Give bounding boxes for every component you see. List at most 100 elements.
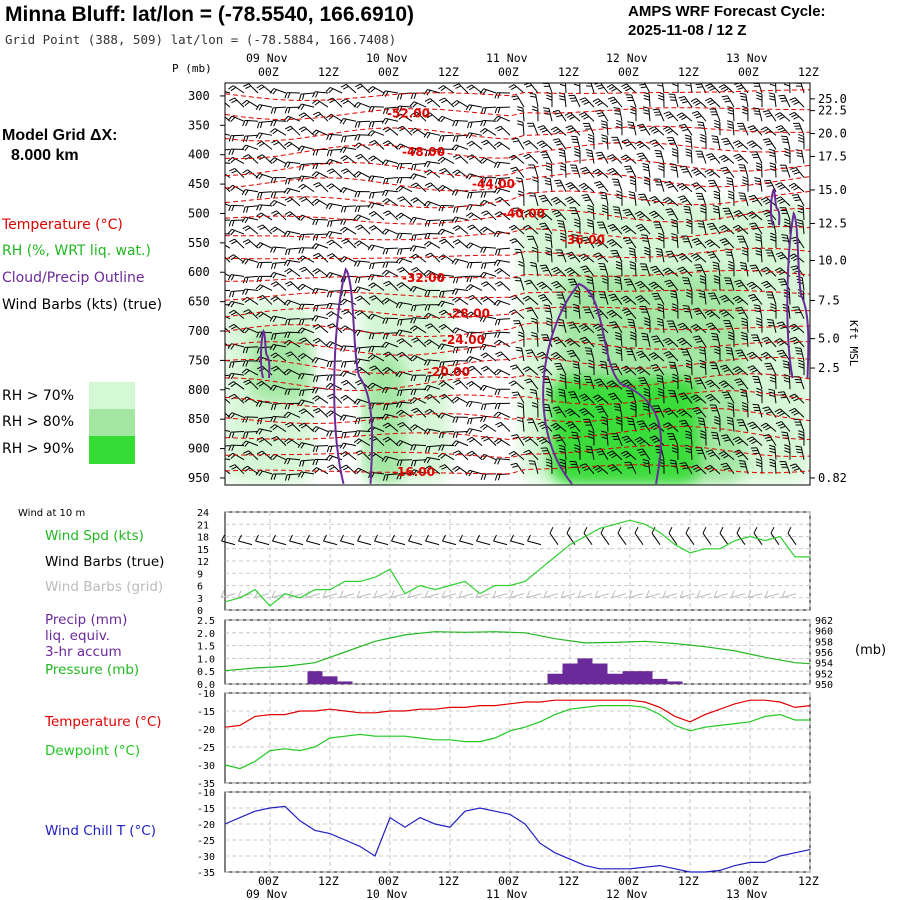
wind-barb [368,282,385,291]
wind-barb [614,331,623,347]
temperature-contour [225,355,810,374]
wind-barb [664,279,679,291]
wind-barb [465,469,483,477]
wind-barb [750,447,763,460]
wind-barb [650,265,665,277]
wind-barb [452,431,469,438]
wind-barb [285,247,301,256]
wind-barb-true [476,534,491,546]
wind-barb [747,421,763,432]
wind-barb [525,307,539,319]
wind-barb-true [600,526,610,545]
wind-barb [624,165,637,178]
wind-barb [326,239,343,249]
wind-barb [312,91,329,98]
wind-barb [480,119,497,127]
wind-barb [514,277,525,291]
wind-barb [466,140,483,150]
wind-barb [512,207,525,221]
wind-barb [789,463,805,475]
wind-barb [736,122,749,136]
wind-barb [340,83,357,94]
right-tick-label: 962 [815,616,833,627]
wind-barb [595,405,609,418]
wind-barb [629,261,637,277]
wind-barb [554,179,567,192]
wind-barb [536,140,553,150]
wind-barb-grid [526,590,542,599]
top-time-label: 00Z [258,65,279,79]
upper-air-axes: 300 350 400 450 500 550 600 650 700 750 800 850 900 9… [188,51,847,485]
wind-barb [708,292,721,305]
wind-barb [769,458,777,474]
wind-barb [649,196,665,207]
wind-barb [242,134,259,142]
wind-barb [340,98,357,108]
wind-barb [256,380,273,390]
wind-barb [493,411,511,418]
wind-barb [381,90,399,97]
wind-barb [558,388,567,404]
wind-barb [635,223,651,235]
wind-barb [775,125,791,136]
wind-barb [657,232,665,249]
wind-barb [381,297,399,306]
wind-barb [395,185,413,193]
wind-barb [608,392,623,404]
y-tick-label: -20 [197,725,215,736]
wind-barb [354,120,371,128]
wind-barb [339,146,357,154]
wind-barb [627,318,637,333]
wind-barb [741,402,749,418]
wind-barb [283,187,301,195]
wind-barb [465,356,483,363]
wind-barb [298,183,315,193]
rh70-swatch [89,382,135,409]
wind-barb [228,381,245,390]
wind-barb [479,88,497,95]
wind-barb [227,274,245,281]
wind-barb [752,403,763,418]
wind-barb [367,130,385,137]
wind-barb-grid [628,590,644,599]
wind-barb [355,153,371,164]
wind-barb [480,191,497,198]
wind-barb-true [583,526,593,545]
wind-barb-true [702,526,712,545]
wind-barb [311,198,329,207]
wind-barb [410,388,427,396]
wind-barb [798,359,805,376]
precip-bar [337,681,353,684]
wind-barb [424,182,441,193]
precip-bar [547,673,563,684]
wind-barb [256,261,273,269]
y-tick-label: -30 [197,852,215,863]
wind-barb [493,438,511,447]
wind-barb [628,247,637,263]
wind-barb [411,407,427,418]
wind-barb [465,428,483,435]
wind-barb [439,97,455,108]
wind-barb [395,401,413,408]
grid-point-label: Grid Point (388, 509) lat/lon = (-78.588… [5,32,397,47]
wind-barb [466,365,483,376]
wind-barb [395,329,413,336]
wind-barb [550,196,567,207]
wind-barb [642,402,651,418]
wind-barb [284,141,301,150]
wind-barb [718,154,735,164]
wind-barb [381,341,399,349]
wind-barb [794,347,805,362]
wind-barb [793,376,805,390]
y-tick-label: 900 [188,442,210,456]
wind-barb [640,234,651,249]
wind-barb [677,266,693,277]
wind-barb [788,111,805,122]
wind-barb [242,346,259,354]
wind-barb [353,286,371,293]
wind-barb [768,92,777,108]
temperature-contour [225,158,810,177]
wind-barb [242,154,259,164]
wind-barb [354,430,371,437]
wind-barb-true [221,534,236,546]
